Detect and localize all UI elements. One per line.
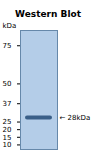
svg-text:37: 37	[3, 100, 12, 108]
svg-text:← 28kDa: ← 28kDa	[60, 114, 91, 122]
svg-text:20: 20	[3, 126, 12, 134]
svg-text:Western Blot: Western Blot	[15, 9, 82, 19]
svg-text:15: 15	[3, 134, 12, 142]
svg-text:kDa: kDa	[3, 22, 17, 30]
svg-text:75: 75	[3, 42, 12, 50]
svg-text:25: 25	[3, 118, 12, 126]
svg-text:50: 50	[3, 80, 12, 88]
svg-text:10: 10	[3, 141, 12, 149]
